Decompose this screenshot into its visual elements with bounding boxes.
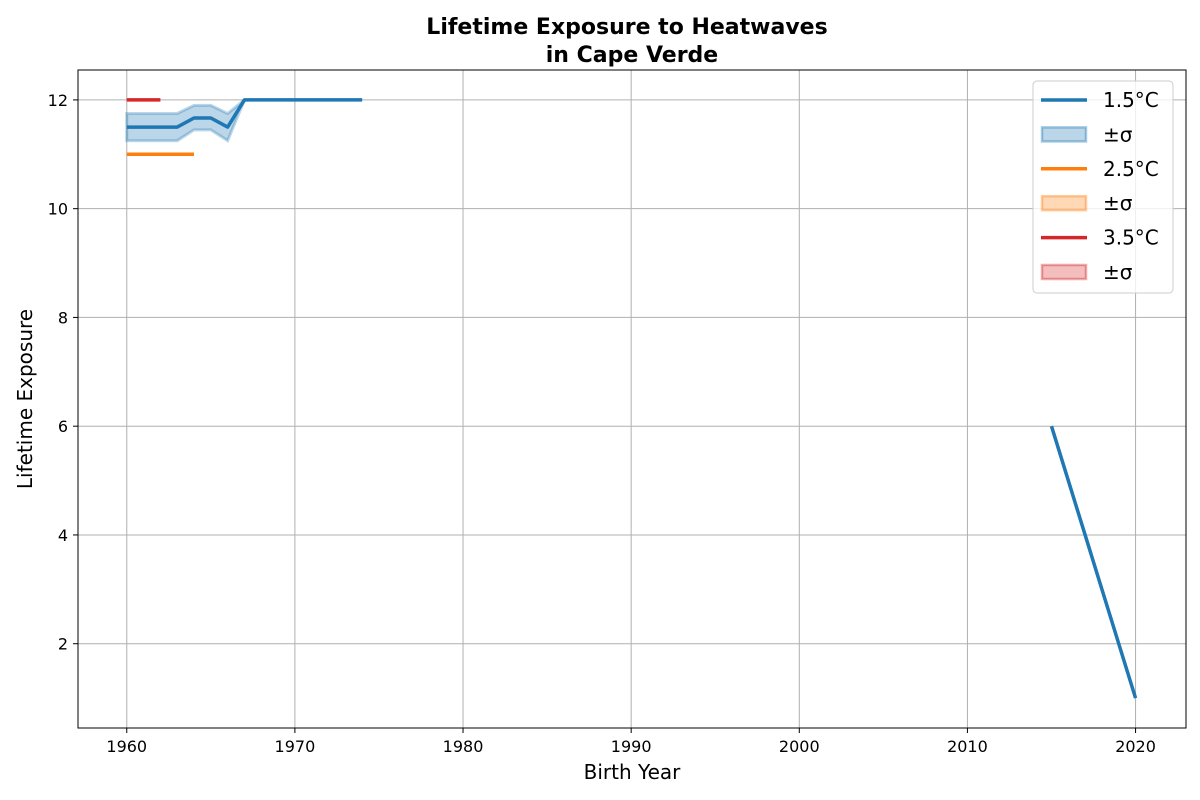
legend-label: ±σ (1103, 122, 1133, 146)
error-band (125, 98, 246, 143)
x-tick-label: 1990 (611, 737, 652, 756)
x-tick-label: 2000 (779, 737, 820, 756)
plot-frame (77, 69, 1187, 729)
x-tick-label: 2020 (1115, 737, 1156, 756)
x-axis-label: Birth Year (584, 760, 681, 784)
y-tick-label: 2 (58, 635, 68, 654)
legend-band-swatch (1040, 263, 1088, 281)
y-tick-label: 4 (58, 526, 68, 545)
chart-title-line2: in Cape Verde (546, 43, 718, 68)
legend-label: 2.5°C (1103, 157, 1159, 181)
x-axis-ticks: 1960 1970 1980 1990 2000 2010 2020 (106, 728, 1156, 756)
legend-band-swatch (1040, 194, 1088, 212)
series-line (126, 98, 363, 129)
x-tick-label: 1960 (106, 737, 147, 756)
chart-title-line1: Lifetime Exposure to Heatwaves (426, 15, 827, 40)
legend-label: ±σ (1103, 191, 1133, 215)
legend: 1.5°C ±σ 2.5°C ±σ 3.5°C ±σ (1032, 80, 1174, 294)
y-tick-label: 12 (48, 91, 68, 110)
y-axis-label: Lifetime Exposure (13, 309, 37, 489)
grid (78, 70, 1186, 728)
y-tick-label: 10 (48, 200, 68, 219)
x-tick-label: 1970 (275, 737, 316, 756)
series-lines (126, 98, 1138, 699)
y-tick-label: 6 (58, 417, 68, 436)
x-tick-label: 1980 (443, 737, 484, 756)
error-bands (125, 98, 246, 143)
x-tick-label: 2010 (947, 737, 988, 756)
y-axis-ticks: 2 4 6 8 10 12 (48, 91, 78, 654)
legend-band-swatch (1040, 126, 1088, 143)
legend-box (1032, 80, 1174, 294)
series-line (1049, 425, 1138, 699)
y-tick-label: 8 (58, 308, 68, 327)
legend-label: ±σ (1103, 260, 1133, 284)
legend-label: 3.5°C (1103, 226, 1159, 250)
legend-label: 1.5°C (1103, 88, 1159, 112)
